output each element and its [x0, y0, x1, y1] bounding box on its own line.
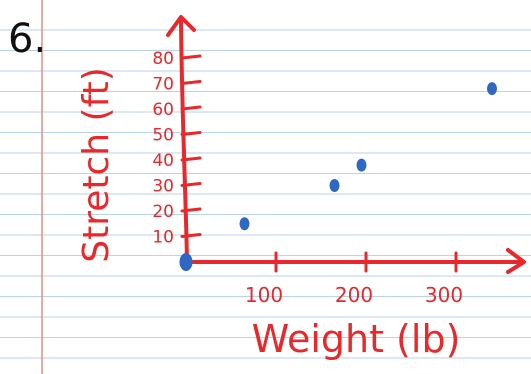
ruled-lines: [0, 29, 531, 359]
y-tick: [180, 131, 202, 136]
y-tick-label: 30: [152, 177, 174, 197]
x-axis-label: Weight (lb): [252, 317, 461, 361]
data-points: [179, 82, 497, 271]
y-axis-label: Stretch (ft): [76, 67, 117, 263]
y-axis-arrow: [166, 15, 196, 37]
y-tick: [180, 207, 202, 213]
y-tick: [180, 105, 202, 111]
y-tick: [180, 156, 202, 162]
x-tick-label: 100: [245, 283, 283, 307]
y-tick: [180, 182, 202, 187]
y-tick-label: 50: [152, 126, 174, 146]
x-tick-label: 300: [425, 283, 463, 307]
data-point: [356, 158, 367, 172]
y-tick-label: 70: [152, 75, 174, 95]
x-ticks: 100 200 300: [245, 251, 463, 307]
data-point: [239, 217, 250, 231]
y-tick-label: 20: [152, 202, 174, 222]
y-tick-label: 10: [152, 228, 174, 248]
y-tick-label: 60: [152, 100, 174, 120]
problem-number: 6.: [8, 16, 46, 62]
y-ticks: 10 20 30 40 50 60 70 80: [152, 49, 202, 248]
y-tick: [180, 54, 202, 60]
y-tick: [180, 80, 202, 85]
data-point: [179, 253, 193, 271]
x-tick-label: 200: [335, 283, 373, 307]
data-point: [487, 82, 497, 96]
y-tick-label: 40: [152, 151, 174, 171]
y-tick-label: 80: [152, 49, 174, 69]
y-tick: [180, 233, 202, 238]
data-point: [329, 179, 340, 192]
x-axis-arrow: [506, 248, 526, 274]
